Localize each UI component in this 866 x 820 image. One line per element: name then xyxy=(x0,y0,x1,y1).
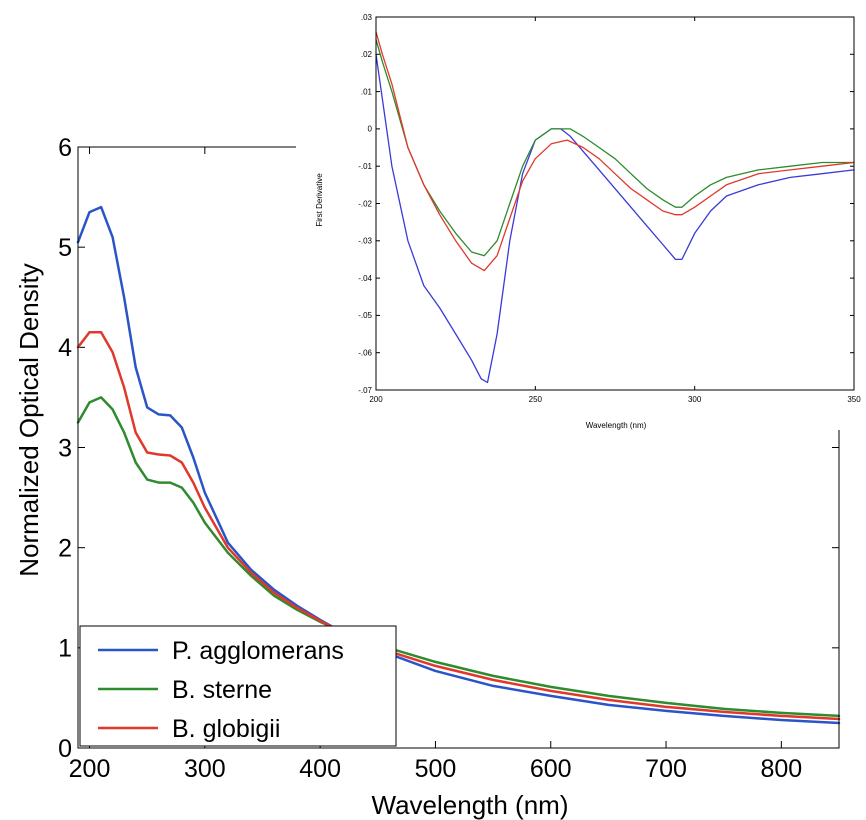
y-tick-label: -.07 xyxy=(358,386,372,395)
y-tick-label: .02 xyxy=(361,50,373,59)
legend-label-p-agglomerans: P. agglomerans xyxy=(172,637,344,665)
inset-background xyxy=(296,0,866,430)
main-y-axis-title: Normalized Optical Density xyxy=(14,263,44,577)
inset-series-group xyxy=(375,31,855,384)
main-chart: 0 1 2 3 4 5 6 200 300 400 500 600 700 800 Wavelength… xyxy=(14,134,841,820)
y-tick-label: -.04 xyxy=(358,274,372,283)
y-tick-label: 4 xyxy=(58,334,72,362)
series-line-p-agglomerans xyxy=(76,205,841,725)
x-tick-label: 700 xyxy=(645,755,687,783)
y-tick-label: 3 xyxy=(58,434,72,462)
y-tick-label: .03 xyxy=(361,13,373,22)
y-tick-label: -.02 xyxy=(358,199,372,208)
y-tick-label: 1 xyxy=(58,635,72,663)
series-line-2 xyxy=(375,31,855,272)
legend-label-b-sterne: B. sterne xyxy=(172,676,272,704)
y-tick-label: 2 xyxy=(58,534,72,562)
y-tick-label: -.05 xyxy=(358,311,372,320)
x-tick-label: 500 xyxy=(415,755,457,783)
y-tick-label: 0 xyxy=(58,735,72,763)
inset-x-axis-title: Wavelength (nm) xyxy=(586,421,647,430)
legend: P. agglomerans B. sterne B. globigii xyxy=(79,625,397,747)
x-tick-label: 250 xyxy=(529,395,543,404)
inset-plot-frame xyxy=(375,16,855,391)
y-tick-label: 6 xyxy=(58,134,72,162)
main-x-axis-title: Wavelength (nm) xyxy=(372,790,569,820)
x-tick-label: 350 xyxy=(847,395,861,404)
x-tick-label: 400 xyxy=(299,755,341,783)
main-x-ticks: 200 300 400 500 600 700 800 xyxy=(69,147,802,783)
y-tick-label: -.06 xyxy=(358,349,372,358)
legend-box xyxy=(79,625,397,747)
series-line-b-sterne xyxy=(76,396,841,718)
x-tick-label: 300 xyxy=(184,755,226,783)
x-tick-label: 800 xyxy=(760,755,802,783)
x-tick-label: 200 xyxy=(369,395,383,404)
x-tick-label: 300 xyxy=(688,395,702,404)
y-tick-label: -.01 xyxy=(358,162,372,171)
y-tick-label: .01 xyxy=(361,87,373,96)
inset-y-axis-title: First Derivative xyxy=(315,173,324,227)
inset-chart: .03 .02 .01 0 -.01 -.02 -.03 -.04 -.05 -.06 -.07 2… xyxy=(296,0,866,430)
y-tick-label: 0 xyxy=(368,125,373,134)
series-line-1 xyxy=(375,38,855,257)
main-series-group xyxy=(76,205,841,725)
y-tick-label: -.03 xyxy=(358,237,372,246)
series-line-b-globigii xyxy=(76,331,841,721)
y-tick-label: 5 xyxy=(58,234,72,262)
x-tick-label: 600 xyxy=(530,755,572,783)
legend-label-b-globigii: B. globigii xyxy=(172,715,280,743)
inset-y-ticks: .03 .02 .01 0 -.01 -.02 -.03 -.04 -.05 -.06 -.07 xyxy=(358,13,854,395)
series-line-0 xyxy=(375,53,855,384)
x-tick-label: 200 xyxy=(69,755,111,783)
